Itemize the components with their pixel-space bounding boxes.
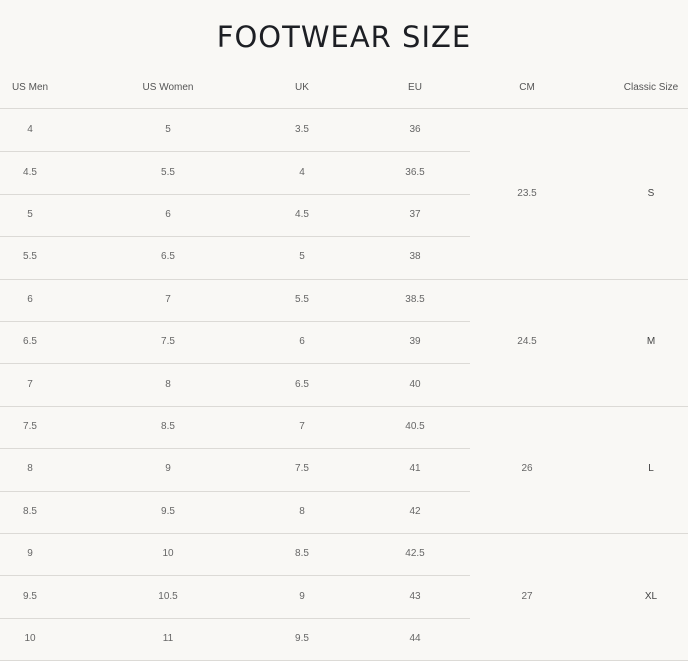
table-cell: 6 (299, 336, 305, 348)
table-cell: 37 (409, 209, 421, 220)
table-cell: 9 (299, 590, 305, 602)
classic-size-cell: XL (644, 590, 658, 602)
table-cell: 7 (165, 293, 171, 305)
classic-size-cell: S (647, 187, 655, 199)
table-cell: 38 (409, 251, 421, 263)
page-title: FOOTWEAR SIZE (216, 20, 472, 54)
table-cell: 6.5 (23, 336, 37, 348)
table-cell: 38.5 (405, 293, 425, 305)
table-cell: 7 (299, 421, 305, 432)
row-divider (0, 193, 470, 195)
table-cell: 5.5 (161, 166, 175, 178)
row-divider (0, 321, 470, 322)
table-cell: 5 (27, 209, 33, 220)
table-cell: 8.5 (23, 505, 37, 517)
column-header: Classic Size (623, 82, 679, 93)
table-cell: 4.5 (23, 166, 37, 178)
row-divider (0, 363, 470, 365)
row-divider (0, 151, 470, 153)
table-cell: 9.5 (161, 505, 175, 517)
table-cell: 36 (409, 124, 421, 136)
group-divider (0, 405, 688, 407)
row-divider (0, 617, 470, 619)
table-cell: 7.5 (23, 421, 37, 432)
table-cell: 10.5 (158, 590, 178, 602)
group-divider (0, 278, 688, 280)
table-cell: 6.5 (295, 378, 309, 390)
table-cell: 9.5 (295, 633, 309, 644)
table-cell: 4.5 (295, 209, 309, 220)
table-cell: 6 (165, 209, 171, 220)
table-cell: 44 (409, 633, 421, 644)
row-divider (0, 575, 470, 577)
cm-cell: 23.5 (517, 187, 537, 199)
table-cell: 9 (27, 548, 33, 560)
column-header: CM (519, 82, 535, 93)
table-cell: 7.5 (161, 336, 175, 348)
table-cell: 39 (409, 336, 421, 348)
cm-cell: 27 (521, 590, 533, 602)
group-divider (0, 533, 688, 534)
table-cell: 10 (162, 548, 174, 560)
table-cell: 7 (27, 378, 33, 390)
cm-cell: 26 (521, 463, 533, 475)
column-header: US Men (11, 82, 49, 93)
table-cell: 40 (409, 378, 421, 390)
table-cell: 4 (299, 166, 305, 178)
cm-cell: 24.5 (517, 336, 537, 348)
table-cell: 8 (27, 463, 33, 475)
table-cell: 11 (162, 633, 174, 644)
table-cell: 5 (165, 124, 171, 136)
table-cell: 6.5 (161, 251, 175, 263)
row-divider (0, 490, 470, 492)
classic-size-cell: M (646, 336, 656, 348)
table-cell: 7.5 (295, 463, 309, 475)
table-cell: 5.5 (295, 293, 309, 305)
table-cell: 8 (165, 378, 171, 390)
table-cell: 9 (165, 463, 171, 475)
column-header: UK (295, 82, 309, 93)
table-cell: 40.5 (405, 421, 425, 432)
table-cell: 8.5 (295, 548, 309, 560)
table-cell: 8 (299, 505, 305, 517)
table-cell: 36.5 (405, 166, 425, 178)
table-cell: 9.5 (23, 590, 37, 602)
table-cell: 43 (409, 590, 421, 602)
table-cell: 42.5 (405, 548, 425, 560)
table-cell: 42 (409, 505, 421, 517)
row-divider (0, 448, 470, 450)
classic-size-cell: L (648, 463, 654, 475)
column-header: EU (408, 82, 422, 93)
column-header: US Women (142, 82, 194, 93)
table-cell: 4 (27, 124, 33, 136)
table-cell: 5.5 (23, 251, 37, 263)
row-divider (0, 236, 470, 238)
header-divider (0, 108, 688, 109)
table-cell: 10 (24, 633, 36, 644)
table-cell: 8.5 (161, 421, 175, 432)
table-cell: 3.5 (295, 124, 309, 136)
table-cell: 41 (409, 463, 421, 475)
table-cell: 5 (299, 251, 305, 263)
table-cell: 6 (27, 293, 33, 305)
